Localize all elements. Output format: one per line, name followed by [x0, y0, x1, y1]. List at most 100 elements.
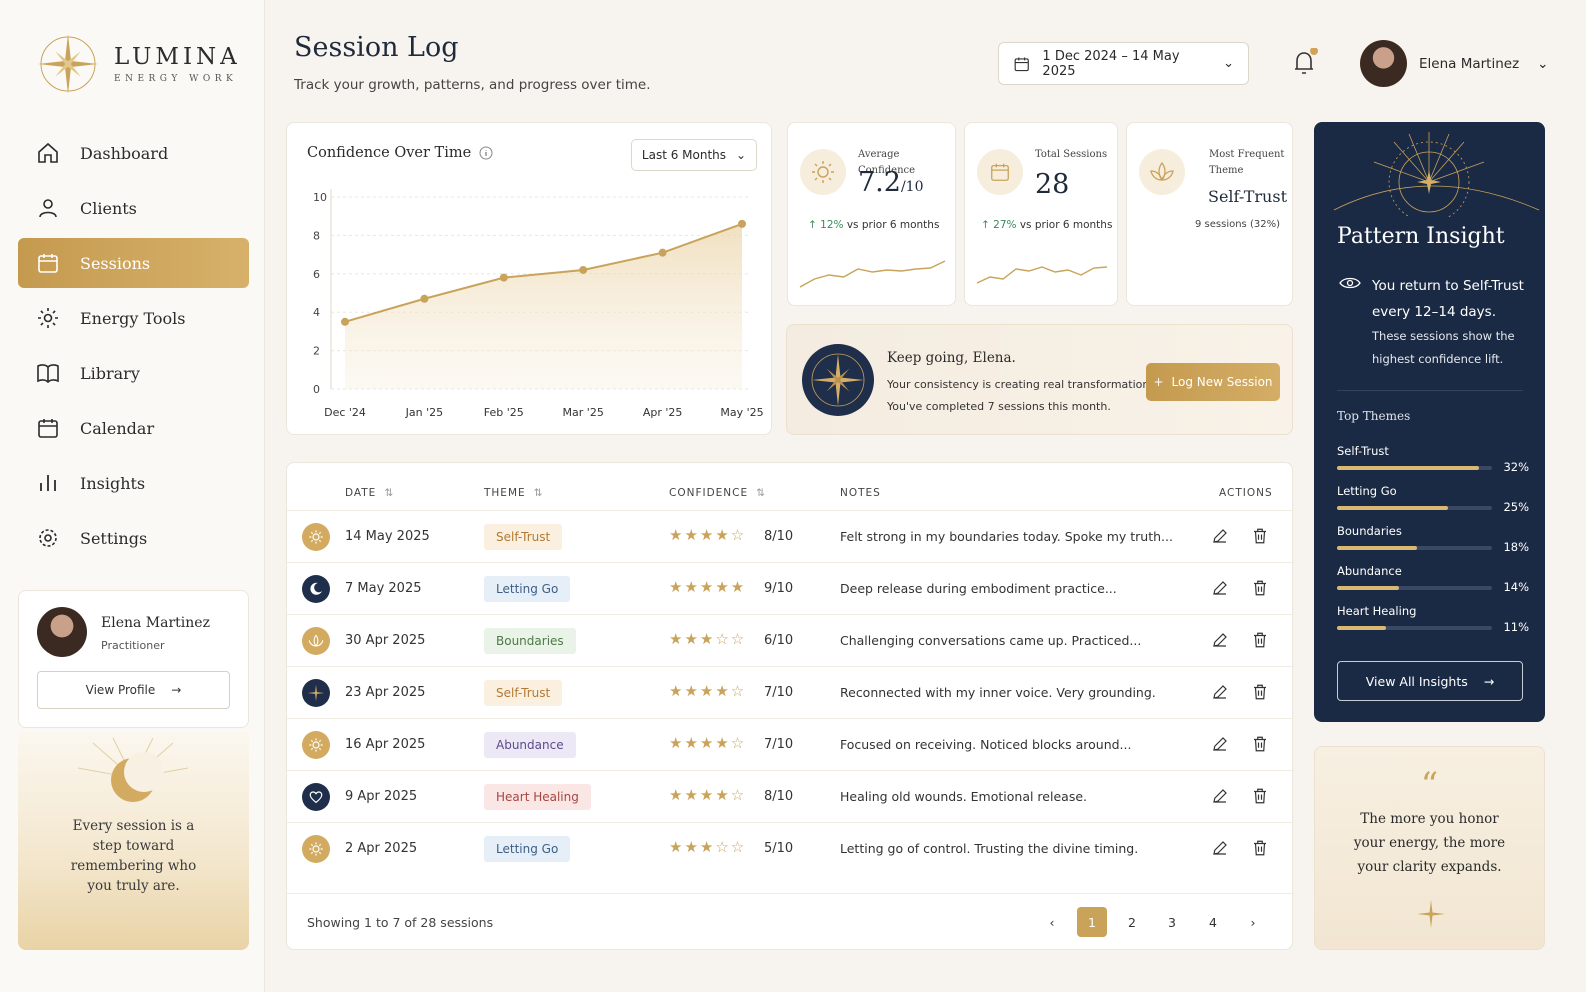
theme-name: Self-Trust [1337, 444, 1389, 458]
theme-tag: Self-Trust [484, 680, 563, 706]
x-tick-label: Apr '25 [643, 406, 683, 419]
page-3-button[interactable]: 3 [1168, 914, 1176, 930]
notifications-button[interactable] [1290, 47, 1320, 82]
table-header: DATE ⇅ THEME ⇅ CONFIDENCE ⇅ NOTES ACTIONS [287, 481, 1292, 511]
log-new-session-button[interactable]: + Log New Session [1146, 363, 1280, 401]
view-profile-button[interactable]: View Profile → [37, 671, 230, 709]
table-footer: Showing 1 to 7 of 28 sessions ‹ 1 2 3 4 … [287, 893, 1292, 951]
table-row[interactable]: 7 May 2025 Letting Go ★★★★★ 9/10 Deep releas… [287, 562, 1292, 614]
table-row[interactable]: 14 May 2025 Self-Trust ★★★★☆ 8/10 Felt stron… [287, 510, 1292, 562]
edit-icon[interactable] [1211, 735, 1229, 757]
data-point[interactable] [420, 294, 429, 303]
edit-icon[interactable] [1211, 683, 1229, 705]
nav-item-dashboard[interactable]: Dashboard [18, 128, 249, 178]
date-range-picker[interactable]: 1 Dec 2024 – 14 May 2025 ⌄ [998, 42, 1249, 85]
profile-name: Elena Martinez [101, 615, 210, 631]
nav-item-energy-tools[interactable]: Energy Tools [18, 293, 249, 343]
nav-item-sessions[interactable]: Sessions [18, 238, 249, 288]
nav-label: Energy Tools [80, 308, 186, 328]
nav-item-insights[interactable]: Insights [18, 458, 249, 508]
plus-icon: + [1153, 375, 1164, 389]
nav-item-clients[interactable]: Clients [18, 183, 249, 233]
edit-icon[interactable] [1211, 527, 1229, 549]
insight-title: Pattern Insight [1337, 224, 1505, 249]
edit-icon[interactable] [1211, 787, 1229, 809]
edit-icon[interactable] [1211, 579, 1229, 601]
theme-progress-bar [1337, 626, 1492, 630]
x-tick-label: Feb '25 [484, 406, 524, 419]
data-point[interactable] [499, 273, 508, 282]
col-confidence[interactable]: CONFIDENCE ⇅ [669, 487, 766, 499]
col-date[interactable]: DATE ⇅ [345, 487, 394, 499]
info-icon[interactable] [479, 146, 493, 160]
row-date: 16 Apr 2025 [345, 737, 426, 752]
star-rating: ★★★☆☆ [669, 630, 747, 648]
delete-icon[interactable] [1251, 527, 1269, 549]
confidence-score: 8/10 [764, 789, 794, 804]
page-4-button[interactable]: 4 [1209, 914, 1217, 930]
delete-icon[interactable] [1251, 839, 1269, 861]
theme-tag: Heart Healing [484, 784, 591, 810]
delete-icon[interactable] [1251, 683, 1269, 705]
table-row[interactable]: 23 Apr 2025 Self-Trust ★★★★☆ 7/10 Reconnecte… [287, 666, 1292, 718]
nav-label: Sessions [80, 253, 151, 273]
data-point[interactable] [579, 265, 588, 274]
eye-icon [1339, 277, 1361, 289]
chevron-left-icon[interactable]: ‹ [1049, 914, 1055, 930]
table-row[interactable]: 30 Apr 2025 Boundaries ★★★☆☆ 6/10 Challengin… [287, 614, 1292, 666]
user-name: Elena Martinez [1419, 55, 1520, 72]
page-2-button[interactable]: 2 [1128, 914, 1136, 930]
row-notes: Healing old wounds. Emotional release. [840, 789, 1087, 804]
chart-range-value: Last 6 Months [641, 148, 727, 162]
data-point[interactable] [738, 219, 746, 228]
arrow-up-icon: ↑ [981, 219, 990, 231]
insight-detail-b: highest confidence lift. [1372, 352, 1504, 366]
nav-item-settings[interactable]: Settings [18, 513, 249, 563]
user-menu[interactable]: Elena Martinez ⌄ [1360, 40, 1548, 87]
sparkline-line [976, 266, 1108, 284]
theme-row: Heart Healing 11% [1337, 604, 1529, 634]
theme-row: Self-Trust 32% [1337, 444, 1529, 474]
theme-progress-bar [1337, 506, 1492, 510]
view-all-insights-button[interactable]: View All Insights → [1337, 661, 1523, 701]
nav-item-library[interactable]: Library [18, 348, 249, 398]
col-confidence-label: CONFIDENCE [669, 487, 749, 499]
brand-logo[interactable]: LUMINA ENERGY WORK [36, 32, 241, 96]
arrow-right-icon: → [1483, 673, 1495, 689]
confidence-chart-card: Confidence Over Time Last 6 Months ⌄ 0 2 4… [286, 122, 772, 435]
x-tick-label: May '25 [720, 406, 763, 419]
table-row[interactable]: 2 Apr 2025 Letting Go ★★★☆☆ 5/10 Letting go … [287, 822, 1292, 874]
chart-range-select[interactable]: Last 6 Months ⌄ [631, 139, 757, 171]
stat-value-wrap: 7.2/10 [858, 167, 923, 198]
delete-icon[interactable] [1251, 787, 1269, 809]
edit-icon[interactable] [1211, 839, 1229, 861]
edit-icon[interactable] [1211, 631, 1229, 653]
nav-item-calendar[interactable]: Calendar [18, 403, 249, 453]
log-new-session-label: Log New Session [1171, 375, 1273, 389]
page-1-button[interactable]: 1 [1077, 907, 1107, 937]
sun-icon [302, 731, 330, 759]
stat-value: 7.2 [858, 167, 901, 198]
compass-icon [302, 679, 330, 707]
sparkle-icon [1417, 900, 1445, 928]
page-subtitle: Track your growth, patterns, and progres… [294, 77, 651, 93]
delete-icon[interactable] [1251, 631, 1269, 653]
top-themes-label: Top Themes [1337, 409, 1411, 423]
stat-total-sessions: Total Sessions 28 ↑ 27% vs prior 6 month… [964, 122, 1118, 306]
table-row[interactable]: 16 Apr 2025 Abundance ★★★★☆ 7/10 Focused on … [287, 718, 1292, 770]
stat-average-confidence: Average Confidence 7.2/10 ↑ 12% vs prior… [787, 122, 956, 306]
sidebar-quote: Every session is a step toward rememberi… [18, 732, 249, 950]
delete-icon[interactable] [1251, 579, 1269, 601]
divider [1337, 390, 1523, 391]
data-point[interactable] [341, 317, 349, 326]
delete-icon[interactable] [1251, 735, 1269, 757]
chevron-right-icon[interactable]: › [1250, 914, 1256, 930]
data-point[interactable] [658, 248, 667, 257]
pagination-summary: Showing 1 to 7 of 28 sessions [307, 915, 494, 930]
chevron-down-icon: ⌄ [1223, 56, 1234, 71]
confidence-score: 5/10 [764, 841, 794, 856]
col-theme[interactable]: THEME ⇅ [484, 487, 543, 499]
theme-progress-bar [1337, 586, 1492, 590]
encouragement-heading: Keep going, Elena. [887, 350, 1016, 366]
table-row[interactable]: 9 Apr 2025 Heart Healing ★★★★☆ 8/10 Healing … [287, 770, 1292, 822]
